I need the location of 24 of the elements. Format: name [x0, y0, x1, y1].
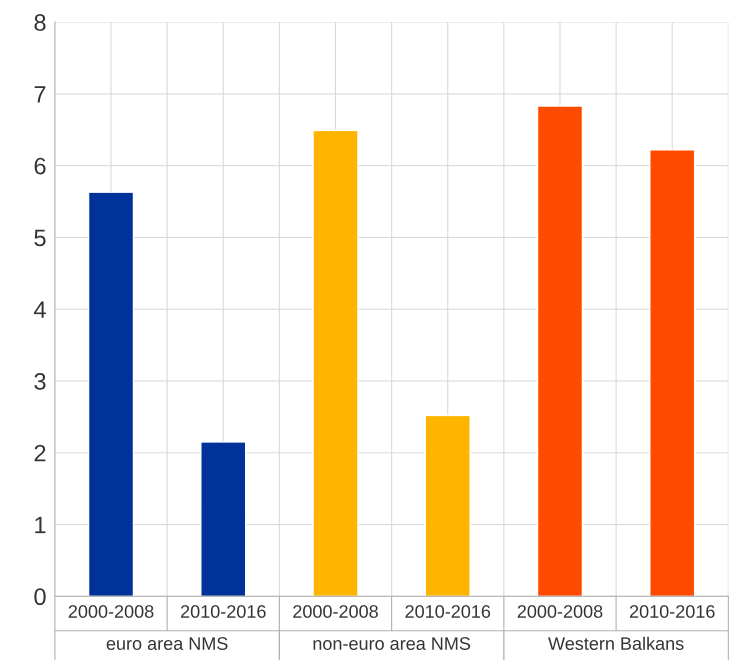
- y-tick-label: 0: [34, 588, 46, 606]
- bar: [424, 414, 471, 596]
- text: non-euro area NMS: [314, 637, 470, 650]
- x-tick-label: 2000-2008: [293, 605, 378, 618]
- x-tick-label: 2000-2008: [68, 605, 154, 618]
- text: Western Balkans: [548, 636, 684, 650]
- bar: [88, 192, 134, 596]
- y-tick-label: 6: [34, 158, 46, 174]
- x-tick-label: 2010-2016: [181, 605, 266, 618]
- text: euro area NMS: [106, 637, 228, 650]
- y-tick-label: 7: [34, 86, 46, 102]
- y-tick-label: 1: [35, 516, 46, 534]
- y-tick-label: 3: [34, 373, 46, 390]
- bar: [536, 105, 584, 596]
- y-tick-label: 4: [34, 302, 46, 318]
- bar: [649, 149, 696, 596]
- bar: [312, 130, 359, 596]
- y-tick-label: 2: [34, 444, 46, 462]
- bar: [200, 441, 246, 596]
- y-tick-label: 8: [34, 14, 46, 31]
- x-tick-label: 2010-2016: [630, 605, 715, 618]
- x-tick-label: 2010-2016: [405, 605, 490, 618]
- x-tick-label: 2000-2008: [518, 605, 602, 618]
- y-tick-label: 5: [34, 230, 46, 246]
